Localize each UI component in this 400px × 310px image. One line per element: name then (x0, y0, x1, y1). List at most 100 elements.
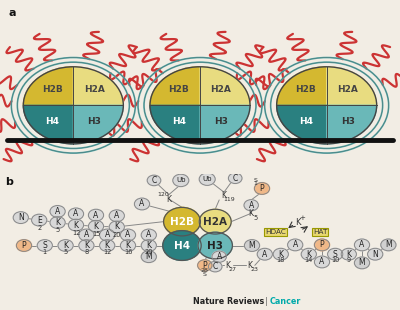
Text: H3: H3 (87, 117, 101, 126)
Text: C: C (212, 262, 218, 271)
Circle shape (79, 229, 94, 241)
Circle shape (16, 240, 32, 251)
Text: H3: H3 (214, 117, 228, 126)
Circle shape (68, 208, 84, 220)
Wedge shape (73, 67, 123, 105)
Text: K: K (126, 241, 130, 250)
Text: C: C (232, 174, 238, 183)
Text: K: K (249, 209, 254, 218)
Text: A: A (319, 257, 325, 267)
Text: E: E (37, 215, 42, 225)
Text: A: A (262, 250, 268, 259)
Text: 2: 2 (37, 225, 41, 231)
Text: 9: 9 (347, 257, 351, 264)
Text: A: A (93, 210, 99, 220)
Circle shape (257, 248, 272, 260)
Text: M: M (359, 258, 365, 268)
Text: Cancer: Cancer (270, 297, 301, 306)
Text: P: P (22, 241, 26, 250)
Text: A: A (248, 201, 254, 210)
Text: H4: H4 (174, 241, 190, 250)
Text: 5: 5 (64, 249, 68, 255)
Circle shape (134, 198, 150, 210)
Text: K: K (63, 241, 68, 250)
Text: H2A: H2A (203, 217, 227, 227)
Circle shape (354, 239, 370, 251)
Text: 12: 12 (103, 249, 111, 255)
Text: H4: H4 (172, 117, 186, 126)
Text: M: M (249, 241, 255, 250)
Text: K: K (222, 191, 226, 201)
Text: 20: 20 (112, 232, 121, 238)
Text: HDAC: HDAC (265, 229, 286, 235)
Wedge shape (277, 105, 327, 144)
Text: b: b (5, 177, 13, 187)
Circle shape (288, 239, 303, 251)
Text: 10: 10 (331, 257, 339, 264)
Text: 5: 5 (253, 215, 257, 221)
Text: 20: 20 (144, 249, 153, 255)
Circle shape (32, 214, 47, 226)
Text: K: K (346, 250, 351, 259)
Text: 12: 12 (72, 230, 80, 236)
Circle shape (141, 229, 156, 241)
Text: Ub: Ub (202, 176, 212, 182)
Text: S: S (253, 178, 257, 183)
Circle shape (50, 206, 65, 217)
Circle shape (88, 209, 104, 221)
Text: K: K (146, 241, 151, 250)
Text: A: A (292, 240, 298, 250)
Text: H3: H3 (341, 117, 355, 126)
Text: H3: H3 (207, 241, 223, 250)
Wedge shape (277, 67, 327, 105)
Text: 8: 8 (84, 249, 88, 255)
Text: K: K (278, 250, 283, 259)
Circle shape (381, 239, 396, 251)
Circle shape (341, 248, 356, 260)
Circle shape (163, 231, 201, 260)
Text: H2A: H2A (210, 85, 232, 94)
Text: H2B: H2B (42, 85, 63, 94)
Text: A: A (73, 209, 79, 219)
Text: S: S (42, 241, 47, 250)
Text: N: N (18, 213, 24, 222)
Text: 1: 1 (43, 249, 47, 255)
Text: K: K (94, 222, 98, 231)
Text: M: M (385, 240, 392, 250)
Circle shape (199, 173, 215, 185)
Text: P: P (260, 184, 264, 193)
Circle shape (208, 261, 222, 272)
Wedge shape (327, 67, 377, 105)
Circle shape (13, 212, 28, 224)
Text: A: A (104, 230, 110, 240)
Text: 18: 18 (277, 257, 285, 264)
Wedge shape (327, 105, 377, 144)
Circle shape (198, 232, 232, 259)
Circle shape (58, 240, 73, 251)
Text: K: K (248, 261, 252, 270)
Circle shape (50, 217, 65, 228)
Circle shape (244, 240, 260, 251)
Text: A: A (216, 252, 222, 261)
Circle shape (100, 229, 115, 241)
Text: S: S (333, 250, 338, 259)
Circle shape (164, 207, 200, 236)
Text: 1: 1 (253, 181, 257, 186)
Wedge shape (73, 105, 123, 144)
Text: 23: 23 (251, 267, 259, 272)
Circle shape (273, 248, 288, 260)
Text: +: + (300, 215, 305, 221)
Text: A: A (139, 199, 145, 209)
Text: K: K (105, 241, 110, 250)
Text: K: K (114, 222, 119, 232)
Circle shape (141, 251, 156, 263)
Text: A: A (125, 230, 131, 240)
Text: |: | (265, 297, 268, 306)
Text: K: K (306, 250, 311, 259)
Text: 14: 14 (305, 257, 313, 264)
Text: P: P (202, 261, 207, 270)
Text: 27: 27 (229, 267, 237, 272)
Text: 5: 5 (56, 227, 60, 233)
Circle shape (212, 251, 226, 262)
Text: 16: 16 (124, 249, 132, 255)
